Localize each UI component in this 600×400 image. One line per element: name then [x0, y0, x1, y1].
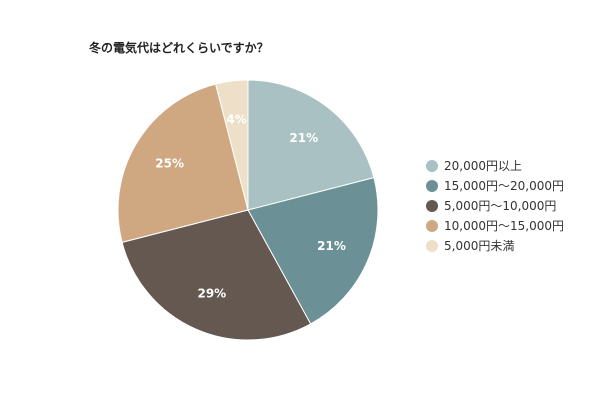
legend-swatch — [426, 160, 438, 172]
legend-label: 15,000円～20,000円 — [444, 179, 564, 193]
legend-label: 5,000円～10,000円 — [444, 199, 556, 213]
pie-slice-labels: 21% 21% 29% 25% 4% — [155, 113, 346, 301]
pie-slice — [247, 79, 375, 211]
slice-value-label: 29% — [197, 287, 226, 301]
slice-value-label: 4% — [226, 113, 246, 127]
pie-slice — [117, 83, 249, 243]
pie-slice — [247, 177, 379, 325]
slice-value-label: 21% — [289, 131, 318, 145]
legend-swatch — [426, 240, 438, 252]
legend-label: 20,000円以上 — [444, 159, 522, 173]
slice-value-label: 25% — [155, 157, 184, 171]
pie-slice — [215, 79, 249, 211]
legend: 20,000円以上 15,000円～20,000円 5,000円～10,000円 10… — [426, 159, 564, 253]
legend-label: 5,000円未満 — [444, 239, 514, 253]
legend-swatch — [426, 200, 438, 212]
legend-swatch — [426, 220, 438, 232]
legend-label: 10,000円～15,000円 — [444, 219, 564, 233]
pie-slice — [121, 209, 312, 341]
slice-value-label: 21% — [317, 239, 346, 253]
pie-slices — [117, 79, 379, 341]
legend-swatch — [426, 180, 438, 192]
chart-title: 冬の電気代はどれくらいですか？ — [89, 40, 269, 55]
